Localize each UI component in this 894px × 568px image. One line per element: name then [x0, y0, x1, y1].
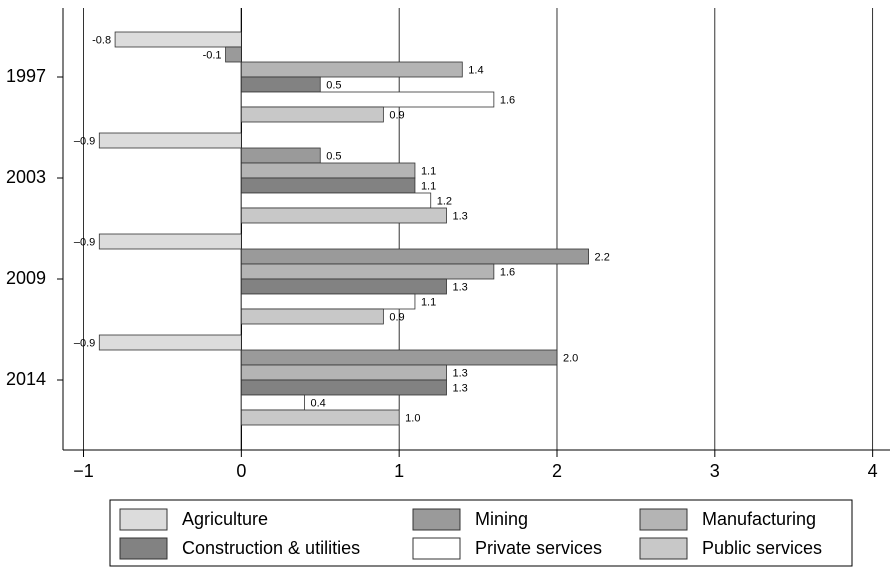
legend-label: Private services — [475, 538, 602, 558]
value-label: 2.2 — [595, 251, 610, 263]
legend-label: Manufacturing — [702, 509, 816, 529]
bar — [240, 248, 589, 265]
bar — [98, 233, 242, 250]
bar — [240, 293, 416, 310]
bar — [240, 308, 384, 325]
bar — [240, 409, 400, 426]
legend-swatch — [119, 508, 168, 531]
value-label: -0.1 — [203, 49, 222, 61]
value-label: 0.5 — [326, 79, 341, 91]
legend-swatch — [639, 537, 688, 560]
y-tick-label: 1997 — [6, 66, 46, 86]
value-label: 0.9 — [389, 109, 404, 121]
value-label: 1.1 — [421, 180, 436, 192]
bar — [240, 278, 447, 295]
bar — [98, 132, 242, 149]
value-label: –0.9 — [74, 337, 95, 349]
value-label: 0.4 — [310, 397, 325, 409]
bar — [240, 379, 447, 396]
x-tick-label: 0 — [236, 461, 246, 481]
legend-label: Public services — [702, 538, 822, 558]
x-tick-label: 2 — [552, 461, 562, 481]
value-label: 1.4 — [468, 64, 483, 76]
value-label: 1.3 — [453, 210, 468, 222]
value-label: 1.3 — [453, 382, 468, 394]
bar — [240, 364, 447, 381]
value-label: 1.6 — [500, 94, 515, 106]
bar — [240, 394, 305, 411]
bar — [240, 263, 495, 280]
legend-swatch — [412, 508, 461, 531]
value-label: 2.0 — [563, 352, 578, 364]
y-tick-label: 2014 — [6, 369, 46, 389]
bar — [240, 192, 432, 209]
legend-swatch — [412, 537, 461, 560]
value-label: -0.8 — [92, 34, 111, 46]
value-label: 1.3 — [453, 367, 468, 379]
value-label: 1.3 — [453, 281, 468, 293]
x-tick-label: 1 — [394, 461, 404, 481]
bar — [240, 91, 495, 108]
legend-label: Agriculture — [182, 509, 268, 529]
bar — [240, 162, 416, 179]
x-tick-label: 4 — [868, 461, 878, 481]
value-label: 1.6 — [500, 266, 515, 278]
value-label: 1.1 — [421, 296, 436, 308]
x-tick-label: 3 — [710, 461, 720, 481]
value-label: 0.5 — [326, 150, 341, 162]
bar — [240, 147, 321, 164]
y-tick-label: 2003 — [6, 167, 46, 187]
x-tick-label: −1 — [73, 461, 94, 481]
bar — [240, 106, 384, 123]
bar — [98, 334, 242, 351]
legend-swatch — [119, 537, 168, 560]
legend-swatch — [639, 508, 688, 531]
bar — [240, 349, 558, 366]
value-label: 1.0 — [405, 412, 420, 424]
legend-box — [109, 499, 853, 567]
legend-label: Mining — [475, 509, 528, 529]
bar — [240, 76, 321, 93]
value-label: 0.9 — [389, 311, 404, 323]
value-label: –0.9 — [74, 236, 95, 248]
bar — [114, 31, 242, 48]
y-tick-label: 2009 — [6, 268, 46, 288]
value-label: –0.9 — [74, 135, 95, 147]
bar — [240, 207, 447, 224]
value-label: 1.2 — [437, 195, 452, 207]
legend-label: Construction & utilities — [182, 538, 360, 558]
value-label: 1.1 — [421, 165, 436, 177]
bar — [225, 46, 242, 63]
bar — [240, 61, 463, 78]
bar — [240, 177, 416, 194]
